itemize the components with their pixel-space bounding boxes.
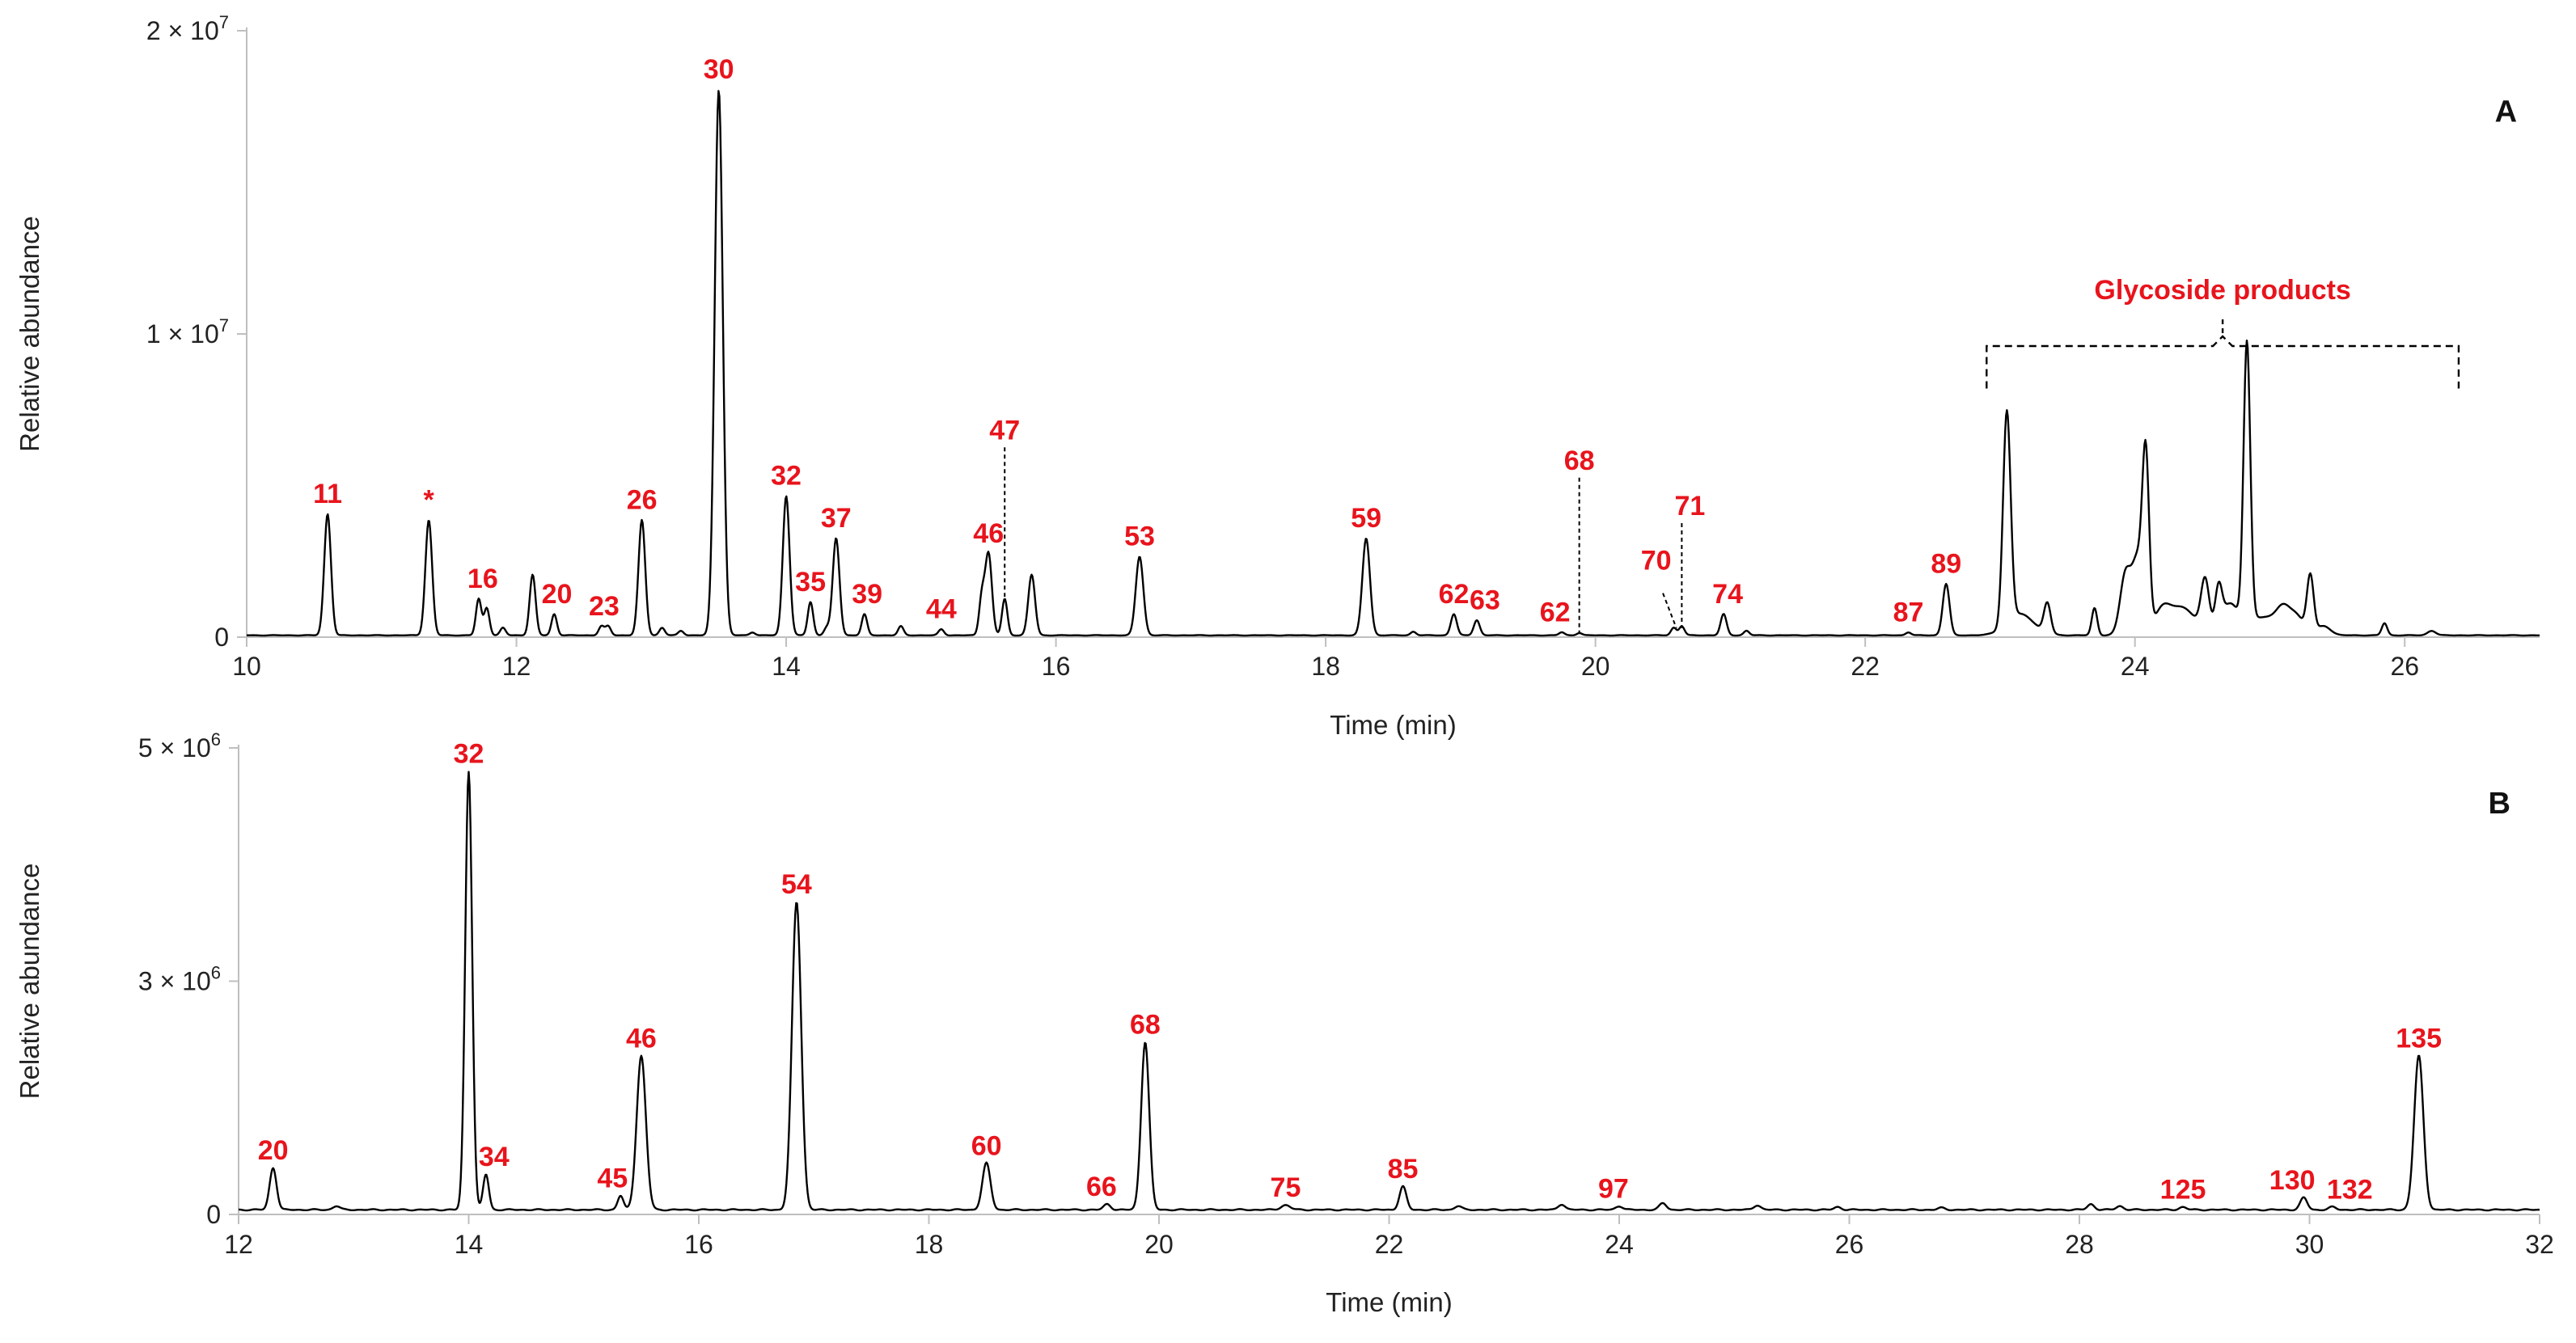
peak-label: 37 (821, 503, 852, 534)
y-tick-label: 3 × 106 (138, 963, 221, 996)
x-tick-label: 26 (1835, 1230, 1864, 1259)
x-tick-label: 26 (2390, 652, 2419, 681)
x-tick-label: 10 (232, 652, 261, 681)
peak-label: 89 (1931, 548, 1961, 579)
x-axis-title: Time (min) (1326, 1287, 1452, 1317)
y-tick-label: 0 (206, 1200, 221, 1229)
peak-label: 30 (704, 54, 734, 85)
panel-label: B (2488, 787, 2510, 821)
peak-label: 44 (926, 594, 957, 625)
x-tick-label: 24 (1605, 1230, 1634, 1259)
y-tick-base: 0 (214, 623, 229, 652)
peak-label: 66 (1086, 1172, 1117, 1202)
y-tick-base: 5 × 10 (138, 733, 211, 762)
peak-label: 63 (1470, 585, 1500, 615)
peak-label: 20 (258, 1135, 289, 1166)
peak-label: 97 (1598, 1173, 1629, 1204)
peak-label: 34 (479, 1142, 510, 1172)
peak-label: 46 (973, 518, 1004, 549)
peak-label: 74 (1712, 579, 1743, 610)
x-tick-label: 16 (684, 1230, 713, 1259)
y-tick-label: 1 × 107 (146, 315, 229, 348)
x-tick-label: 28 (2065, 1230, 2094, 1259)
y-tick-exponent: 6 (211, 729, 221, 750)
peak-label: 54 (781, 869, 812, 900)
peak-label: 45 (597, 1164, 628, 1194)
x-tick-label: 12 (224, 1230, 253, 1259)
peak-label: 59 (1351, 503, 1381, 534)
x-tick-label: 30 (2295, 1230, 2324, 1259)
y-tick-base: 2 × 10 (146, 16, 219, 45)
peak-label: 53 (1124, 522, 1155, 552)
peak-label: * (424, 485, 435, 516)
y-axis-title: Relative abundance (15, 864, 44, 1100)
peak-label: 39 (852, 579, 882, 610)
peak-label: 23 (589, 591, 620, 622)
peak-label: 85 (1388, 1154, 1419, 1185)
x-tick-label: 32 (2525, 1230, 2554, 1259)
x-tick-label: 20 (1581, 652, 1610, 681)
peak-label: 62 (1439, 579, 1470, 610)
y-tick-label: 2 × 107 (146, 12, 229, 45)
y-tick-exponent: 6 (211, 963, 221, 983)
x-tick-label: 18 (1311, 652, 1340, 681)
peak-label: 62 (1540, 597, 1571, 627)
x-tick-label: 22 (1375, 1230, 1404, 1259)
peak-label: 32 (771, 461, 802, 492)
x-tick-label: 12 (502, 652, 531, 681)
glycoside-bracket (1986, 335, 2460, 389)
peak-label: 47 (989, 415, 1020, 446)
x-tick-label: 18 (915, 1230, 944, 1259)
x-tick-label: 22 (1851, 652, 1880, 681)
peak-label: 75 (1271, 1172, 1301, 1203)
chromatogram-trace (246, 90, 2540, 637)
peak-label: 11 (313, 479, 342, 509)
peak-label: 132 (2327, 1175, 2373, 1206)
x-axis-title: Time (min) (1330, 710, 1456, 740)
y-tick-base: 0 (206, 1200, 221, 1229)
peak-label: 16 (467, 564, 498, 594)
x-tick-label: 16 (1042, 652, 1071, 681)
peak-leader-line (1662, 593, 1677, 629)
peak-label: 46 (626, 1024, 657, 1054)
peak-label: 26 (627, 485, 658, 516)
x-tick-label: 20 (1144, 1230, 1174, 1259)
peak-label: 71 (1674, 491, 1705, 522)
y-tick-base: 3 × 10 (138, 967, 211, 996)
peak-label: 130 (2269, 1165, 2316, 1196)
peak-label: 20 (542, 579, 573, 610)
peak-label: 68 (1130, 1009, 1161, 1040)
peak-label: 35 (795, 567, 826, 598)
peak-label: 68 (1564, 446, 1595, 476)
peak-label: 125 (2160, 1175, 2206, 1206)
x-tick-label: 24 (2121, 652, 2150, 681)
panel-label: A (2495, 95, 2517, 129)
peak-label: 60 (971, 1130, 1002, 1161)
y-tick-base: 1 × 10 (146, 319, 219, 348)
peak-label: 70 (1641, 546, 1672, 576)
y-tick-exponent: 7 (219, 315, 229, 336)
glycoside-annotation: Glycoside products (2094, 275, 2350, 306)
y-tick-label: 0 (214, 623, 229, 652)
x-tick-label: 14 (455, 1230, 484, 1259)
y-tick-exponent: 7 (219, 12, 229, 32)
x-tick-label: 14 (772, 652, 801, 681)
peak-label: 135 (2396, 1024, 2442, 1054)
y-tick-label: 5 × 106 (138, 729, 221, 762)
peak-label: 87 (1893, 597, 1924, 627)
peak-label: 32 (454, 739, 484, 770)
y-axis-title: Relative abundance (15, 216, 44, 452)
chromatogram-trace (238, 771, 2540, 1212)
